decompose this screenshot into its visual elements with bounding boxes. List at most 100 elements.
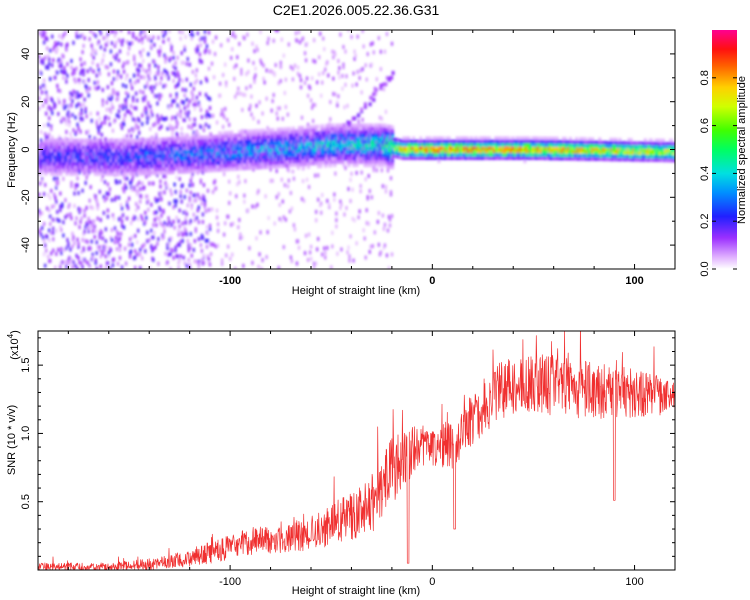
spectrogram-cell xyxy=(177,219,180,224)
spectrogram-cell xyxy=(114,235,118,240)
spectrogram-cell xyxy=(109,142,113,146)
spectrogram-cell xyxy=(110,102,114,107)
spectrogram-cell xyxy=(322,71,325,76)
spectrogram-cell xyxy=(171,99,174,104)
spectrogram-cell xyxy=(328,123,332,128)
spectrogram-cell xyxy=(317,236,320,241)
spectrogram-cell xyxy=(260,266,263,269)
spectrogram-cell xyxy=(172,64,175,69)
spectrogram-cell xyxy=(73,68,76,73)
spectrogram-cell xyxy=(152,257,155,262)
spectrogram-cell xyxy=(178,224,181,229)
spectrogram-cell xyxy=(320,93,323,98)
spectrogram-cell xyxy=(66,213,69,218)
spectrogram-cell xyxy=(127,242,131,247)
spectrogram-cell xyxy=(150,44,153,49)
spectrogram-cell xyxy=(77,255,80,260)
spectrogram-cell xyxy=(68,105,71,110)
spectrogram-cell xyxy=(74,264,77,269)
spectrogram-cell xyxy=(95,121,98,126)
spectrogram-cell xyxy=(206,95,210,100)
spectrogram-cell xyxy=(131,40,134,45)
spectrogram-cell xyxy=(164,30,167,33)
spectrogram-cell xyxy=(334,92,337,97)
spectrogram-cell xyxy=(84,259,87,264)
spectrogram-cell xyxy=(59,138,63,143)
spectrogram-cell xyxy=(266,230,269,235)
spectrogram-cell xyxy=(53,172,57,176)
spectrogram-cell xyxy=(168,219,171,224)
spectrogram-cell xyxy=(49,48,52,53)
spectrogram-cell xyxy=(245,72,248,77)
spectrogram-cell xyxy=(94,33,97,38)
spectrogram-cell xyxy=(95,73,98,78)
spectrogram-cell xyxy=(134,126,137,131)
spectrogram-cell xyxy=(339,199,342,204)
spectrogram-cell xyxy=(185,97,188,102)
spectrogram-cell xyxy=(244,179,247,184)
spectrogram-cell xyxy=(148,67,151,72)
spectrogram-cell xyxy=(172,79,175,84)
spectrogram-cell xyxy=(215,134,220,139)
spectrogram-cell xyxy=(169,170,173,175)
spectrogram-cell xyxy=(99,45,102,50)
spectrogram-cell xyxy=(41,142,45,146)
spectrogram-cell xyxy=(46,206,49,211)
spectrogram-cell xyxy=(137,78,140,83)
spectrogram-cell xyxy=(57,88,60,93)
spectrogram-cell xyxy=(205,109,209,114)
spectrogram-cell xyxy=(81,117,84,122)
spectrogram-cell xyxy=(332,91,335,96)
spectrogram-cell xyxy=(122,135,126,140)
spectrogram-cell xyxy=(168,106,171,111)
spectrogram-cell xyxy=(85,130,88,135)
spectrogram-cell xyxy=(56,209,59,214)
spectrogram-cell xyxy=(196,132,200,137)
spectrogram-cell xyxy=(191,69,194,74)
spectrogram-cell xyxy=(306,165,311,169)
spectrogram-cell xyxy=(75,253,78,258)
spectrogram-cell xyxy=(136,183,139,188)
spectrogram-cell xyxy=(60,64,63,69)
spectrogram-cell xyxy=(259,58,262,63)
spectrogram-cell xyxy=(293,227,297,232)
spectrogram-cell xyxy=(200,248,204,253)
spectrogram-cell xyxy=(253,49,256,54)
spectrogram-cell xyxy=(44,182,47,187)
spectrogram-cell xyxy=(141,244,144,249)
spectrogram-cell xyxy=(198,196,202,201)
spectrogram-cell xyxy=(180,230,183,235)
spectrogram-cell xyxy=(271,131,275,135)
spectrogram-cell xyxy=(190,36,193,41)
spectrogram-cell xyxy=(169,188,172,193)
spectrogram-cell xyxy=(166,140,170,145)
spectrogram-cell xyxy=(59,191,62,196)
spectrogram-cell xyxy=(227,38,230,43)
spectrogram-cell xyxy=(292,223,296,228)
spectrogram-cell xyxy=(222,124,225,129)
spectrogram-cell xyxy=(101,236,104,241)
spectrogram-cell xyxy=(267,36,270,41)
spectrogram-cell xyxy=(147,52,150,57)
spectrogram-cell xyxy=(61,260,64,265)
spectrogram-cell xyxy=(283,90,286,95)
spectrogram-cell xyxy=(131,138,135,143)
spectrogram-cell xyxy=(180,199,183,204)
spectrogram-cell xyxy=(276,106,279,111)
spectrogram-cell xyxy=(91,60,94,65)
spectrogram-cell xyxy=(205,225,209,230)
spectrogram-cell xyxy=(41,177,44,182)
spectrogram-cell xyxy=(119,203,123,208)
spectrogram-cell xyxy=(76,237,79,242)
spectrogram-cell xyxy=(298,73,302,78)
spectrogram-cell xyxy=(100,177,103,182)
spectrogram-cell xyxy=(193,136,197,140)
spectrogram-cell xyxy=(98,172,102,176)
spectrogram-cell xyxy=(318,72,321,77)
spectrogram-cell xyxy=(48,238,51,243)
spectrogram-cell xyxy=(92,49,95,54)
spectrogram-cell xyxy=(72,235,75,240)
spectrogram-cell xyxy=(95,86,98,91)
spectrogram-cell xyxy=(64,31,67,36)
spectrogram-cell xyxy=(135,36,138,41)
